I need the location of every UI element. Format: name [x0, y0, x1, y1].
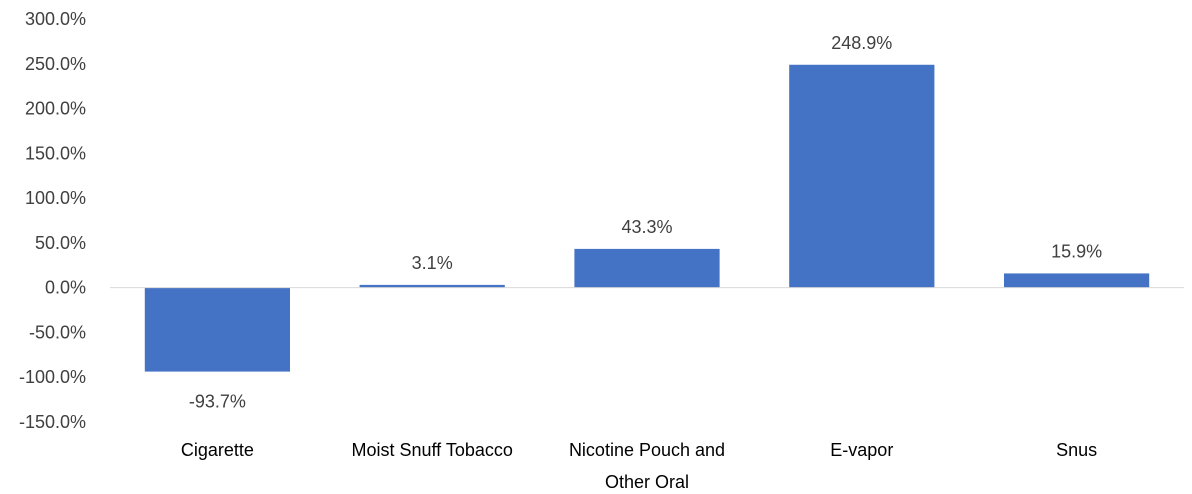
bar — [1003, 273, 1150, 288]
y-tick-label: 100.0% — [25, 188, 86, 208]
bar-series — [144, 64, 1150, 372]
y-tick-label: -150.0% — [19, 412, 86, 432]
data-label: 3.1% — [412, 253, 453, 273]
data-labels: -93.7% 3.1% 43.3% 248.9% 15.9% — [189, 33, 1102, 412]
data-label: -93.7% — [189, 392, 246, 412]
category-label: Cigarette — [181, 440, 254, 460]
bar — [359, 284, 505, 288]
category-label: Nicotine Pouch and — [569, 440, 725, 460]
y-tick-label: 200.0% — [25, 99, 86, 119]
bar — [789, 64, 935, 288]
data-label: 43.3% — [621, 217, 672, 237]
category-label: Other Oral — [605, 472, 689, 492]
y-tick-label: -100.0% — [19, 367, 86, 387]
y-tick-label: 150.0% — [25, 143, 86, 163]
category-label: Moist Snuff Tobacco — [351, 440, 512, 460]
y-tick-label: 300.0% — [25, 9, 86, 29]
y-tick-label: -50.0% — [29, 322, 86, 342]
bar — [144, 287, 291, 372]
y-tick-label: 250.0% — [25, 54, 86, 74]
category-label: Snus — [1056, 440, 1097, 460]
y-tick-label: 0.0% — [45, 278, 86, 298]
y-tick-label: 50.0% — [35, 233, 86, 253]
data-label: 15.9% — [1051, 241, 1102, 261]
bar — [574, 248, 720, 288]
y-axis-tick-labels: 300.0% 250.0% 200.0% 150.0% 100.0% 50.0% 0.0% -… — [19, 9, 86, 432]
x-axis-category-labels: Cigarette Moist Snuff Tobacco Nicotine Pou… — [181, 440, 1097, 492]
category-label: E-vapor — [830, 440, 893, 460]
data-label: 248.9% — [831, 33, 892, 53]
